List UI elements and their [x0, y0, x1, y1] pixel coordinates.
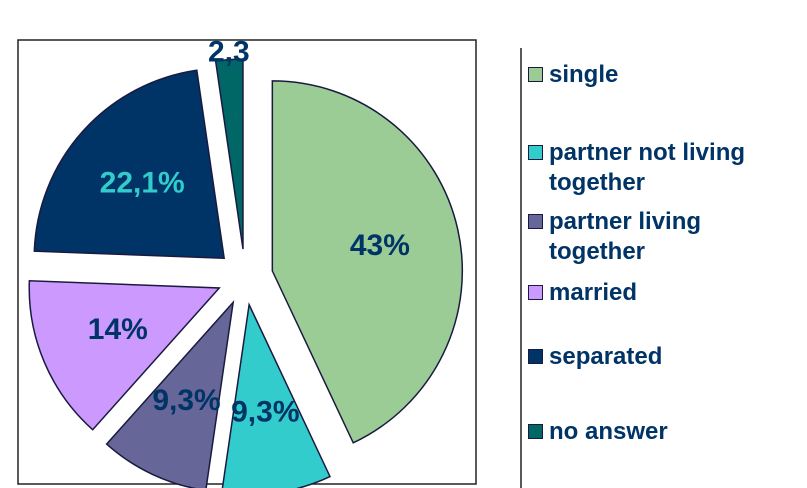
legend-item: single [528, 60, 798, 90]
legend-swatch [528, 67, 543, 82]
legend-item: no answer [528, 417, 798, 447]
pie-slice [105, 300, 235, 488]
legend-item: married [528, 278, 798, 308]
legend-label: no answer [549, 418, 668, 445]
legend-swatch [528, 214, 543, 229]
pie-slice [28, 280, 221, 431]
pie-slice [271, 80, 464, 444]
legend-label: partner living together [549, 208, 702, 265]
data-label: 9,3% [231, 396, 299, 429]
pie-slice [214, 58, 244, 250]
legend-item: partner not living together [528, 138, 798, 198]
legend-swatch [528, 285, 543, 300]
legend-swatch [528, 145, 543, 160]
pie-slice [221, 302, 332, 488]
legend-label: married [549, 279, 638, 306]
legend-label: separated [549, 343, 663, 370]
legend-swatch [528, 424, 543, 439]
data-label: 9,3% [152, 384, 220, 417]
legend-item: partner living together [528, 207, 798, 267]
data-label: 43% [350, 229, 410, 262]
legend-label: partner not living together [549, 139, 746, 196]
data-label: 22,1% [100, 167, 185, 200]
data-label: 2,3 [208, 36, 250, 69]
legend-label: single [549, 61, 619, 88]
legend-swatch [528, 349, 543, 364]
data-label: 14% [88, 313, 148, 346]
legend-item: separated [528, 342, 798, 372]
pie-slice [33, 69, 226, 260]
